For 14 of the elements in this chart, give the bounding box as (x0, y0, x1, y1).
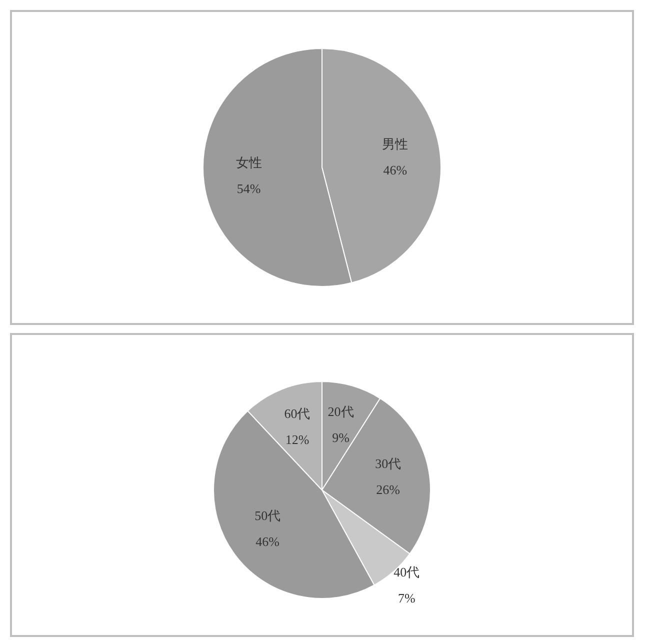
slice-label: 40代 (394, 564, 420, 580)
slice-label: 30代 (375, 456, 402, 471)
data-label: 26% (376, 482, 400, 497)
data-label: 46% (256, 534, 280, 549)
slice-label: 50代 (254, 508, 281, 523)
data-label: 7% (398, 590, 416, 606)
slice-label: 20代 (328, 404, 354, 419)
slice-label: 女性 (236, 155, 262, 170)
slice-label: 男性 (382, 136, 408, 152)
data-label: 9% (332, 430, 350, 445)
data-label: 46% (383, 162, 408, 178)
data-label: 12% (285, 432, 310, 447)
slice-label: 60代 (284, 406, 310, 421)
data-label: 54% (236, 181, 261, 196)
